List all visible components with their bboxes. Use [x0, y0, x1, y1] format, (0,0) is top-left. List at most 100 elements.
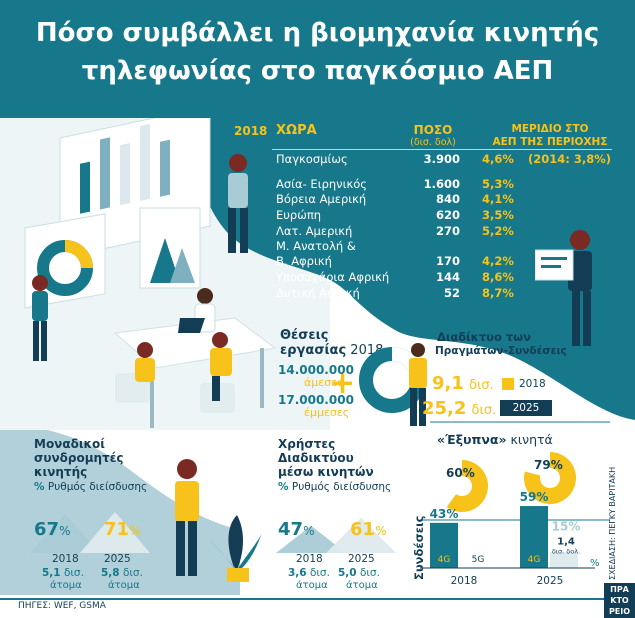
internet-title-1: Χρήστες — [278, 437, 336, 451]
table-year: 2018 — [234, 124, 268, 138]
jobs-title-1: Θέσεις — [280, 328, 329, 343]
plant-icon — [210, 515, 263, 582]
col-share-header-2: ΑΕΠ ΤΗΣ ΠΕΡΙΟΧΗΣ — [492, 136, 608, 148]
sub-year-2025: 2025 — [104, 553, 131, 565]
iot-number-2025: 25,2 — [422, 398, 467, 419]
table-row: Ευρώπη 620 3,5% — [272, 208, 612, 223]
sub-people-2025: άτομα — [108, 580, 140, 591]
row-share: 3,5% — [482, 208, 514, 222]
smartphones-title: «Έξυπνα» κινητά — [437, 432, 553, 447]
int-p2025: 61 — [350, 519, 376, 540]
table-row: Υποσαχάρια Αφρική 144 8,6% — [272, 270, 612, 285]
logo — [604, 583, 635, 618]
legend-text: Ρυθμός διείσδυσης — [291, 481, 392, 493]
table-row: Λατ. Αμερική 270 5,2% — [272, 224, 612, 239]
penetration-triangle — [80, 511, 150, 553]
iot-value-2018: 9,1 δισ. — [432, 373, 494, 394]
table-row: Βόρεια Αμερική 840 4,1% — [272, 192, 612, 207]
table-row: Μ. Ανατολή & — [272, 239, 612, 254]
internet-title-2: Διαδικτύου — [278, 451, 354, 465]
penetration-triangle — [276, 525, 346, 553]
iot-value-2025: 25,2 δισ. — [422, 398, 496, 419]
jobs-direct-value: 14.000.000 — [278, 363, 354, 377]
bar-4g-label: 4G — [528, 555, 541, 565]
int-count-2025: 5,0 δισ. — [338, 567, 380, 579]
row-country: Υποσαχάρια Αφρική — [276, 270, 390, 284]
sub-p2018: 67 — [34, 519, 60, 540]
person-woman-phone — [175, 459, 263, 582]
col-value-unit: (δισ. δολ) — [410, 137, 456, 148]
internet-pct-2025: 61% — [350, 519, 387, 540]
row-share: 8,6% — [482, 270, 514, 284]
jobs-title-2: εργασίας — [280, 343, 347, 358]
table-row: Δυτική Αφρική 52 8,7% — [272, 286, 612, 301]
jobs-indirect-value: 17.000.000 — [278, 393, 354, 407]
fiveg-unit: δισ. δολ. — [552, 547, 580, 555]
subscribers-triangles — [30, 511, 150, 553]
sources: ΠΗΓΕΣ: WEF, GSMA — [18, 601, 106, 611]
table-header-rule — [272, 149, 612, 150]
row-value: 170 — [435, 254, 460, 268]
person-woman-left — [32, 275, 48, 361]
row-country: Μ. Ανατολή & — [276, 239, 356, 253]
sub-count-2025: 5,8 δισ. — [101, 567, 143, 579]
iot-swatch-2018 — [502, 378, 514, 390]
jobs-direct-label: άμεσες — [304, 376, 344, 389]
int-p2018: 47 — [278, 519, 304, 540]
sub-people-2018: άτομα — [50, 580, 82, 591]
person-man-laptop — [178, 288, 216, 333]
table-row: Ασία- Ειρηνικός 1.600 5,3% — [272, 177, 612, 192]
row-value: 52 — [443, 286, 460, 300]
title-line-2: τηλεφωνίας στο παγκόσμιο ΑΕΠ — [81, 56, 554, 86]
title-line-1: Πόσο συμβάλλει η βιομηχανία κινητής — [35, 18, 600, 48]
smartphones-title-main: «Έξυπνα» — [437, 432, 507, 447]
penetration-triangle — [326, 517, 396, 553]
person-woman-yellow — [210, 332, 232, 401]
table-row: Β. Αφρική 170 4,2% — [272, 254, 612, 269]
plus-icon: + — [330, 366, 356, 401]
subscribers-title-1: Μοναδικοί — [34, 437, 105, 451]
int-count-2018: 3,6 δισ. — [288, 567, 330, 579]
iot-year-2018: 2018 — [519, 378, 546, 390]
row-country: Παγκοσμίως — [276, 152, 348, 166]
person-woman-walking — [228, 154, 248, 253]
row-share: 5,2% — [482, 224, 514, 238]
person-woman-sitting — [135, 342, 155, 382]
jobs-indirect-label: έμμεσες — [304, 406, 350, 419]
bar-4g-value: 43% — [430, 507, 459, 521]
bar-4g — [430, 522, 458, 568]
bar-5g — [550, 552, 578, 568]
bar-4g — [520, 506, 548, 568]
row-country: Ευρώπη — [276, 208, 322, 222]
internet-legend: % Ρυθμός διείσδυσης — [278, 481, 391, 493]
int-year-2025: 2025 — [348, 553, 375, 565]
pie-hole — [540, 468, 560, 488]
row-share: 4,2% — [482, 254, 514, 268]
fiveg-count: 1,4 — [557, 536, 575, 547]
internet-triangles — [276, 517, 396, 553]
row-value: 620 — [435, 208, 460, 222]
person-woman-chart — [535, 230, 592, 346]
smartphones-axis-label: Συνδέσεις — [412, 515, 426, 580]
smart-year-2018: 2018 — [451, 575, 478, 587]
row-country: Β. Αφρική — [276, 254, 332, 268]
pie-label-2025: 79% — [534, 458, 563, 472]
row-country: Λατ. Αμερική — [276, 224, 353, 238]
credit: ΣΧΕΔΙΑΣΗ: ΠΕΓΚΥ ΒΑΡΙΤΑΚΗ — [608, 466, 617, 580]
table-row: Παγκοσμίως 3.900 4,6% (2014: 3,8%) — [272, 152, 612, 167]
iot-title-2: Πραγμάτων-Συνδέσεις — [435, 345, 567, 357]
bar-4g-label: 4G — [438, 555, 451, 565]
pie-label-2018: 60% — [446, 466, 475, 480]
row-share: 8,7% — [482, 286, 514, 300]
smart-year-2025: 2025 — [537, 575, 564, 587]
person-man — [409, 343, 427, 426]
logo-text: ΠΡΑ ΚΤΟ ΡΕΙΟ — [608, 585, 631, 616]
legend-text: Ρυθμός διείσδυσης — [47, 481, 148, 493]
row-country: Δυτική Αφρική — [276, 286, 360, 300]
internet-title-3: μέσω κινητών — [278, 465, 374, 479]
row-value: 270 — [435, 224, 460, 238]
penetration-triangle — [30, 514, 100, 553]
row-value: 144 — [435, 270, 460, 284]
